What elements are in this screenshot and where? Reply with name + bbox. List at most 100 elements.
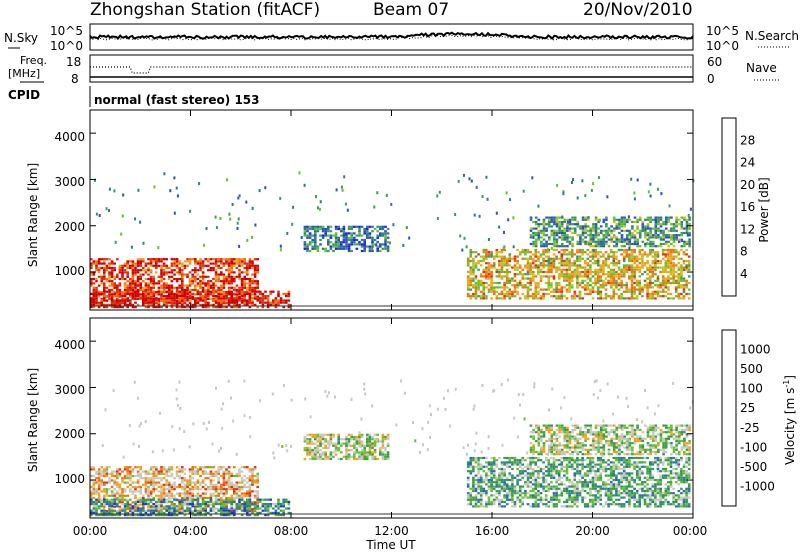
range-gate-cell — [615, 275, 618, 278]
range-gate-cell — [253, 501, 257, 504]
range-gate-cell — [596, 262, 600, 265]
range-gate-cell — [116, 295, 119, 298]
range-gate-cell — [366, 435, 369, 439]
range-gate-cell — [617, 259, 621, 263]
range-gate-cell — [129, 514, 132, 517]
range-gate-cell — [555, 286, 558, 289]
range-gate-cell — [662, 223, 665, 226]
range-gate-cell — [537, 236, 541, 239]
range-gate-cell — [680, 268, 683, 271]
range-gate-cell — [222, 466, 226, 469]
range-gate-cell — [469, 492, 473, 495]
range-gate-cell — [279, 301, 283, 304]
range-gate-cell — [474, 286, 478, 289]
range-gate-cell — [314, 457, 317, 461]
range-gate-cell — [565, 277, 569, 280]
range-gate-cell — [498, 270, 501, 274]
range-gate-cell — [526, 257, 530, 260]
range-gate-cell — [371, 225, 374, 228]
range-gate-cell — [173, 483, 176, 486]
range-gate-cell — [368, 438, 372, 441]
range-gate-cell — [155, 260, 158, 263]
range-gate-cell — [110, 288, 114, 292]
range-gate-cell — [557, 275, 561, 278]
range-gate-cell — [547, 275, 551, 278]
range-gate-cell — [345, 455, 348, 458]
range-gate-cell — [589, 273, 592, 276]
range-gate-cell — [163, 172, 166, 176]
range-gate-cell — [630, 286, 634, 289]
range-gate-cell — [628, 245, 632, 248]
range-gate-cell — [103, 498, 106, 501]
range-gate-cell — [386, 435, 390, 439]
range-gate-cell — [477, 295, 480, 298]
range-gate-cell — [220, 466, 223, 469]
range-gate-cell — [175, 466, 179, 469]
range-gate-cell — [633, 292, 636, 296]
range-gate-cell — [599, 251, 603, 254]
range-gate-cell — [287, 299, 291, 302]
range-gate-cell — [568, 236, 572, 239]
range-gate-cell — [256, 485, 259, 489]
range-gate-cell — [225, 514, 228, 517]
range-gate-cell — [342, 241, 346, 244]
range-gate-cell — [659, 266, 662, 269]
range-gate-cell — [591, 253, 595, 256]
range-gate-cell — [675, 229, 678, 232]
range-gate-cell — [472, 273, 475, 276]
range-gate-cell — [105, 488, 109, 491]
range-gate-cell — [157, 510, 161, 513]
range-gate-cell — [134, 271, 137, 274]
range-gate-cell — [651, 270, 655, 274]
range-gate-cell — [667, 288, 670, 291]
range-gate-cell — [90, 280, 93, 283]
range-gate-cell — [212, 286, 215, 289]
range-gate-cell — [225, 511, 228, 514]
range-gate-cell — [586, 240, 590, 243]
range-gate-cell — [235, 306, 239, 309]
range-gate-cell — [201, 299, 205, 302]
range-gate-cell — [532, 231, 535, 235]
range-gate-cell — [240, 277, 244, 281]
range-gate-cell — [139, 220, 142, 224]
range-gate-cell — [155, 262, 158, 265]
range-gate-cell — [558, 245, 561, 248]
range-gate-cell — [683, 231, 686, 235]
range-gate-cell — [542, 266, 545, 269]
range-gate-cell — [586, 277, 590, 280]
range-gate-cell — [540, 229, 543, 232]
range-gate-cell — [651, 242, 655, 246]
range-gate-cell — [162, 273, 166, 276]
range-gate-cell — [306, 247, 309, 250]
range-gate-cell — [134, 288, 137, 292]
range-gate-cell — [175, 472, 179, 475]
range-gate-cell — [373, 440, 377, 443]
range-gate-cell — [363, 232, 366, 235]
range-gate-cell — [646, 268, 649, 271]
range-gate-cell — [534, 255, 538, 258]
range-gate-cell — [366, 433, 369, 436]
range-gate-cell — [622, 284, 626, 287]
range-gate-cell — [308, 433, 312, 436]
range-gate-cell — [512, 216, 515, 220]
range-gate-cell — [563, 229, 567, 232]
range-gate-cell — [687, 268, 691, 271]
range-gate-cell — [248, 488, 252, 491]
range-gate-cell — [217, 466, 220, 469]
range-gate-cell — [345, 245, 348, 248]
range-gate-cell — [332, 234, 335, 237]
range-gate-cell — [183, 297, 187, 300]
range-gate-cell — [152, 275, 155, 278]
range-gate-cell — [620, 286, 623, 289]
range-gate-cell — [183, 468, 187, 471]
range-gate-cell — [500, 270, 504, 274]
range-gate-cell — [662, 229, 665, 232]
range-gate-cell — [225, 488, 228, 491]
range-gate-cell — [207, 505, 210, 508]
range-gate-cell — [314, 435, 317, 439]
range-gate-cell — [612, 245, 616, 248]
range-gate-cell — [251, 286, 254, 289]
range-gate-cell — [545, 227, 548, 230]
range-gate-cell — [505, 275, 509, 278]
range-gate-cell — [100, 275, 103, 278]
